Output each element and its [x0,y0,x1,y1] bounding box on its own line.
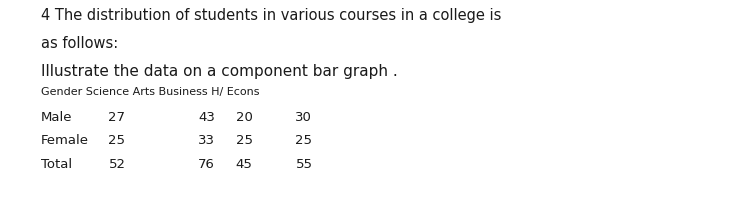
Text: 20: 20 [236,110,253,123]
Text: 45: 45 [236,157,253,170]
Text: Gender Science Arts Business H/ Econs: Gender Science Arts Business H/ Econs [41,87,260,97]
Text: 27: 27 [108,110,126,123]
Text: 55: 55 [295,157,313,170]
Text: Male: Male [41,110,73,123]
Text: 52: 52 [108,157,126,170]
Text: Female: Female [41,134,89,146]
Text: 25: 25 [295,134,313,146]
Text: as follows:: as follows: [41,36,118,51]
Text: Total: Total [41,157,73,170]
Text: Illustrate the data on a component bar graph .: Illustrate the data on a component bar g… [41,63,398,78]
Text: 30: 30 [295,110,313,123]
Text: 76: 76 [198,157,215,170]
Text: 25: 25 [108,134,126,146]
Text: 25: 25 [236,134,253,146]
Text: 33: 33 [198,134,215,146]
Text: 4 The distribution of students in various courses in a college is: 4 The distribution of students in variou… [41,8,501,23]
Text: 43: 43 [198,110,215,123]
